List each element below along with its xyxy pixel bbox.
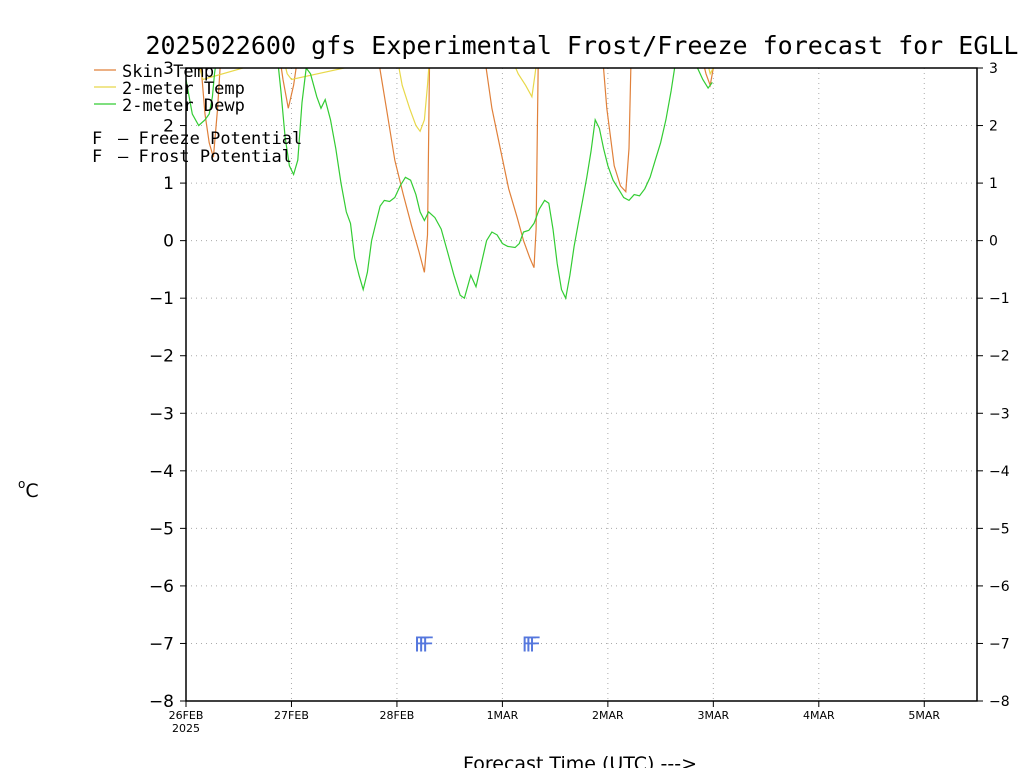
y-tick-label-left: −7: [149, 634, 174, 654]
x-axis-label: Forecast Time (UTC) --->: [463, 753, 697, 768]
y-tick-label-right: 1: [989, 176, 998, 192]
y-tick-label-left: −4: [149, 462, 174, 482]
x-tick-label: 28FEB: [380, 709, 415, 722]
y-tick-label-left: −1: [149, 289, 174, 309]
x-tick-label: 1MAR: [487, 709, 519, 722]
frost-marker: F: [422, 632, 434, 656]
x-tick-label: 4MAR: [803, 709, 835, 722]
y-tick-label-left: 2: [163, 117, 174, 137]
y-tick-label-right: −6: [989, 579, 1010, 595]
legend-label: Skin Temp: [122, 62, 214, 82]
chart-title: 2025022600 gfs Experimental Frost/Freeze…: [146, 31, 1019, 60]
x-tick-label: 3MAR: [697, 709, 729, 722]
frost-markers: FFF FFF: [414, 632, 541, 656]
y-tick-label-left: 1: [163, 174, 174, 194]
y-tick-label-right: −8: [989, 694, 1010, 710]
x-tick-sublabel: 2025: [172, 722, 200, 735]
y-tick-label-right: −3: [989, 406, 1010, 422]
grid: [186, 68, 977, 701]
y-tick-label-left: 0: [163, 232, 174, 252]
y-tick-label-right: −4: [989, 464, 1010, 480]
series-line-2-meter-temp: [199, 68, 714, 133]
y-tick-label-right: −7: [989, 636, 1010, 652]
frost-marker: F: [414, 632, 426, 656]
legend-label: 2-meter Temp: [122, 79, 245, 99]
y-tick-label-right: −2: [989, 349, 1010, 365]
y-tick-label-right: 2: [989, 119, 998, 135]
frost-marker: F: [418, 632, 430, 656]
legend-label: 2-meter Dewp: [122, 96, 245, 116]
series-line-skin-temp: [200, 68, 714, 273]
legend-label: – Frost Potential: [118, 147, 292, 167]
y-tick-label-right: 3: [989, 61, 998, 77]
y-tick-label-left: −2: [149, 347, 174, 367]
frost-marker: F: [525, 632, 537, 656]
y-tick-label-left: −5: [149, 519, 174, 539]
legend-label: – Freeze Potential: [118, 129, 302, 149]
y-axis-label-degree: o: [18, 477, 25, 491]
legend-marker: F: [92, 147, 102, 167]
series-layer: [186, 68, 714, 301]
y-axis-label: oC: [18, 477, 39, 502]
y-axis-label-unit: C: [25, 480, 38, 502]
y-tick-label-right: −5: [989, 521, 1010, 537]
x-tick-label: 26FEB: [169, 709, 204, 722]
x-tick-label: 27FEB: [274, 709, 309, 722]
axes: −8 −8 −7 −7 −6 −6 −5 −5 −4 −4 −3 −3 −2 −2 −1 −1 0 0 1 1 2 2 3 3…: [149, 59, 1010, 735]
y-tick-label-left: −6: [149, 577, 174, 597]
y-tick-label-left: −8: [149, 692, 174, 712]
legend-marker: F: [92, 129, 102, 149]
frost-marker: F: [521, 632, 533, 656]
x-tick-label: 5MAR: [908, 709, 940, 722]
y-tick-label-left: 3: [163, 59, 174, 79]
series-line-2-meter-dewp: [186, 68, 713, 301]
y-tick-label-right: 0: [989, 234, 998, 250]
y-tick-label-right: −1: [989, 291, 1010, 307]
x-tick-label: 2MAR: [592, 709, 624, 722]
plot-frame: [185, 67, 978, 702]
frost-marker: F: [529, 632, 541, 656]
y-tick-label-left: −3: [149, 404, 174, 424]
